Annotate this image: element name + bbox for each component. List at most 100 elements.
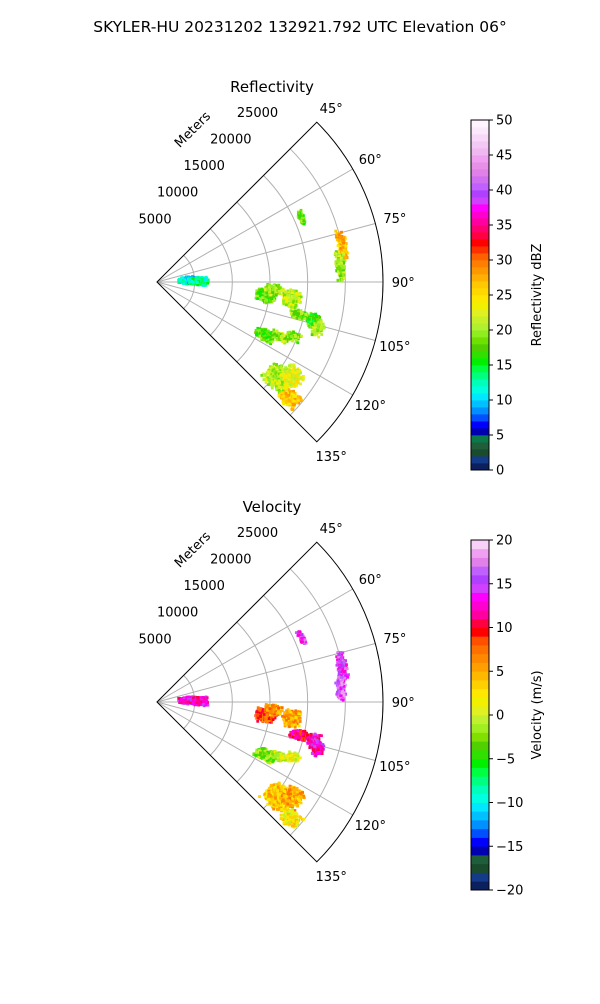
echo-gate [195, 279, 198, 282]
echo-gate [274, 375, 277, 378]
colorbar-swatch [471, 155, 489, 162]
echo-gate [277, 284, 280, 287]
echo-gate [285, 392, 288, 395]
echo-gate [335, 264, 338, 267]
echo-gate [337, 259, 340, 262]
colorbar-swatch [471, 183, 489, 190]
echo-gate [334, 252, 337, 255]
echo-gate [297, 732, 300, 735]
echo-gate [298, 216, 301, 219]
echo-gate [290, 381, 293, 384]
echo-gate [272, 718, 275, 721]
echo-gate [318, 745, 321, 748]
echo-gate [311, 333, 314, 336]
colorbar-swatch [471, 428, 489, 435]
echo-gate [276, 387, 279, 390]
colorbar-swatch [471, 274, 489, 281]
echo-gate [277, 375, 280, 378]
echo-gate [285, 395, 288, 398]
colorbar-swatch [471, 386, 489, 393]
echo-gate [188, 281, 191, 284]
colorbar-swatch [471, 358, 489, 365]
echo-gate [295, 371, 298, 374]
echo-gate [298, 712, 301, 715]
echo-gate [300, 377, 303, 380]
echo-gate [202, 700, 205, 703]
echo-gate [341, 246, 344, 249]
radial-tick-label: 20000 [210, 133, 251, 148]
colorbar-tick-label: 5 [496, 429, 504, 444]
echo-gate [262, 333, 265, 336]
echo-gate [285, 303, 288, 306]
echo-gate [299, 293, 302, 296]
echo-gate [299, 316, 302, 319]
echo-cluster [278, 385, 303, 411]
echo-gate [261, 296, 264, 299]
echo-gate [314, 733, 317, 736]
echo-gate [288, 403, 291, 406]
echo-gate [269, 375, 272, 378]
echo-gate [201, 696, 204, 699]
echo-gate [288, 722, 291, 725]
echo-gate [303, 223, 306, 226]
colorbar-swatch [471, 330, 489, 337]
echo-gate [317, 747, 320, 750]
echo-gate [314, 313, 317, 316]
echo-gate [278, 287, 281, 290]
echo-gate [289, 299, 292, 302]
echo-gate [284, 374, 287, 377]
echo-gate [270, 285, 273, 288]
echo-gate [298, 717, 301, 720]
echo-gate [273, 708, 276, 711]
colorbar-swatch [471, 456, 489, 463]
colorbar-tick-label: 35 [496, 219, 513, 234]
colorbar-swatch [471, 197, 489, 204]
angle-tick-label: 135° [316, 450, 347, 465]
echo-gate [271, 387, 274, 390]
echo-gate [265, 381, 268, 384]
echo-gate [197, 277, 200, 280]
echo-gate [182, 699, 185, 702]
echo-gate [255, 751, 258, 754]
echo-cluster [187, 276, 210, 287]
colorbar-tick-label: 20 [496, 324, 513, 339]
echo-gate [302, 219, 305, 222]
echo-gate [292, 371, 295, 374]
colorbar-swatch [471, 351, 489, 358]
echo-gate [338, 254, 341, 257]
echo-gate [191, 280, 194, 283]
echo-gate [314, 755, 317, 758]
echo-gate [281, 391, 284, 394]
echo-gate [299, 383, 302, 386]
echo-gate [206, 282, 209, 285]
echo-gate [300, 399, 303, 402]
colorbar-swatch [471, 246, 489, 253]
echo-gate [300, 209, 303, 212]
colorbar-swatch [471, 372, 489, 379]
echo-gate [285, 401, 288, 404]
radial-tick-label: 15000 [184, 159, 225, 174]
echo-gate [299, 720, 302, 723]
echo-gate [288, 364, 291, 367]
echo-gate [201, 280, 204, 283]
echo-gate [310, 313, 313, 316]
angular-grid-line [157, 702, 353, 815]
angle-tick-label: 120° [355, 399, 386, 414]
echo-gate [297, 370, 300, 373]
echo-gate [196, 696, 199, 699]
echo-gate [340, 231, 343, 234]
echo-gate [275, 371, 278, 374]
echo-gate [281, 395, 284, 398]
colorbar-swatch [471, 463, 489, 470]
echo-gate [255, 333, 258, 336]
echo-gate [276, 382, 279, 385]
echo-gate [304, 313, 307, 316]
colorbar-swatch [471, 414, 489, 421]
echo-gate [291, 291, 294, 294]
figure-title: SKYLER-HU 20231202 132921.792 UTC Elevat… [93, 18, 507, 36]
echo-gate [311, 752, 314, 755]
echo-gate [260, 374, 263, 377]
echo-gate [297, 312, 300, 315]
colorbar-swatch [471, 211, 489, 218]
